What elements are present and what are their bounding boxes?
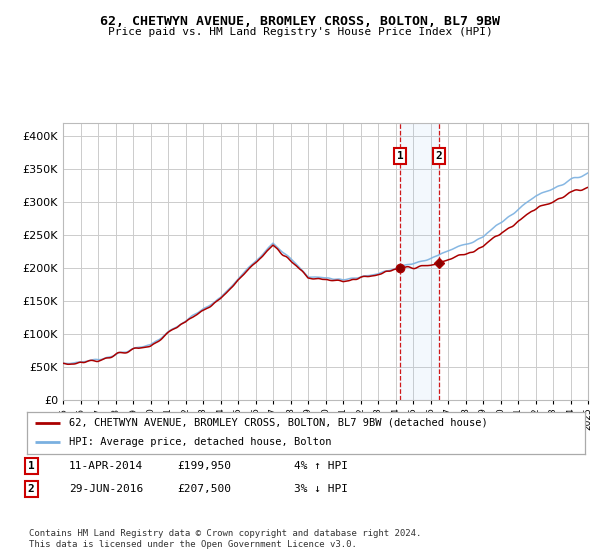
Text: HPI: Average price, detached house, Bolton: HPI: Average price, detached house, Bolt… [69,437,331,447]
Text: 11-APR-2014: 11-APR-2014 [69,461,143,471]
Text: 1: 1 [397,151,404,161]
Text: 62, CHETWYN AVENUE, BROMLEY CROSS, BOLTON, BL7 9BW (detached house): 62, CHETWYN AVENUE, BROMLEY CROSS, BOLTO… [69,418,488,428]
Text: 29-JUN-2016: 29-JUN-2016 [69,484,143,494]
Text: 2: 2 [436,151,443,161]
Text: 1: 1 [28,461,35,471]
Text: 62, CHETWYN AVENUE, BROMLEY CROSS, BOLTON, BL7 9BW: 62, CHETWYN AVENUE, BROMLEY CROSS, BOLTO… [100,15,500,28]
Text: 2: 2 [28,484,35,494]
Text: 4% ↑ HPI: 4% ↑ HPI [294,461,348,471]
Bar [400,123,439,400]
Text: Price paid vs. HM Land Registry's House Price Index (HPI): Price paid vs. HM Land Registry's House … [107,27,493,38]
Text: Contains HM Land Registry data © Crown copyright and database right 2024.: Contains HM Land Registry data © Crown c… [29,529,421,538]
Text: 3% ↓ HPI: 3% ↓ HPI [294,484,348,494]
Text: £199,950: £199,950 [177,461,231,471]
Text: This data is licensed under the Open Government Licence v3.0.: This data is licensed under the Open Gov… [29,540,356,549]
Text: £207,500: £207,500 [177,484,231,494]
